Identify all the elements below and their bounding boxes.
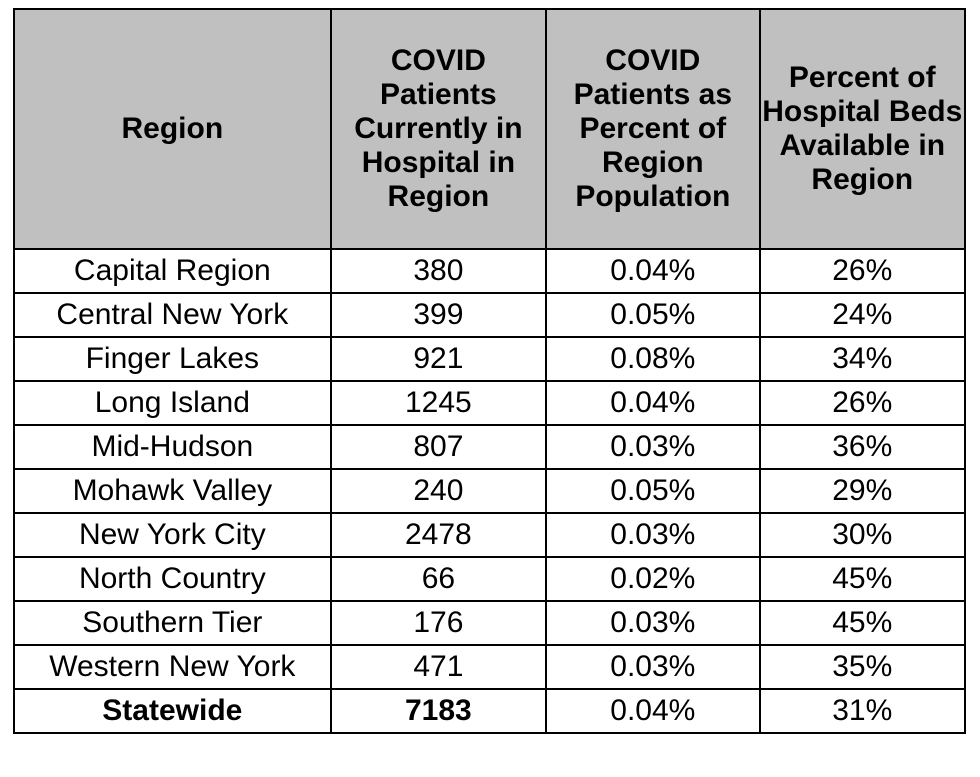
cell-percent-population: 0.04%: [545, 380, 761, 426]
cell-percent-population: 0.04%: [545, 248, 761, 294]
table-row: Southern Tier 176 0.03% 45%: [13, 600, 967, 646]
cell-beds-available: 29%: [758, 468, 967, 514]
cell-beds-available: 45%: [758, 600, 967, 646]
header-percent-of-population: COVID Patients as Percent of Region Popu…: [545, 8, 761, 250]
cell-region: Long Island: [13, 380, 332, 426]
table-row: Mohawk Valley 240 0.05% 29%: [13, 468, 967, 514]
cell-percent-population: 0.03%: [545, 512, 761, 558]
cell-patients: 2478: [329, 512, 548, 558]
cell-region: North Country: [13, 556, 332, 602]
cell-beds-available: 26%: [758, 380, 967, 426]
table-row: Western New York 471 0.03% 35%: [13, 644, 967, 690]
cell-percent-population: 0.03%: [545, 600, 761, 646]
table-row: New York City 2478 0.03% 30%: [13, 512, 967, 558]
header-patients-in-hospital: COVID Patients Currently in Hospital in …: [329, 8, 548, 250]
cell-percent-population: 0.08%: [545, 336, 761, 382]
cell-beds-available: 24%: [758, 292, 967, 338]
cell-region: New York City: [13, 512, 332, 558]
table-row: North Country 66 0.02% 45%: [13, 556, 967, 602]
cell-percent-population: 0.05%: [545, 468, 761, 514]
cell-patients: 921: [329, 336, 548, 382]
cell-region: Central New York: [13, 292, 332, 338]
table-row: Finger Lakes 921 0.08% 34%: [13, 336, 967, 382]
header-row: Region COVID Patients Currently in Hospi…: [13, 8, 967, 250]
cell-patients: 176: [329, 600, 548, 646]
cell-region: Mid-Hudson: [13, 424, 332, 470]
cell-beds-available: 26%: [758, 248, 967, 294]
table-header: Region COVID Patients Currently in Hospi…: [13, 8, 967, 250]
cell-region: Western New York: [13, 644, 332, 690]
header-beds-available: Percent of Hospital Beds Available in Re…: [758, 8, 967, 250]
header-region: Region: [13, 8, 332, 250]
cell-percent-population: 0.02%: [545, 556, 761, 602]
table-row: Long Island 1245 0.04% 26%: [13, 380, 967, 426]
cell-beds-available: 34%: [758, 336, 967, 382]
cell-patients: 471: [329, 644, 548, 690]
cell-patients: 1245: [329, 380, 548, 426]
table-row: Central New York 399 0.05% 24%: [13, 292, 967, 338]
statewide-total-row: Statewide 7183 0.04% 31%: [13, 688, 967, 734]
cell-percent-population: 0.05%: [545, 292, 761, 338]
table-row: Mid-Hudson 807 0.03% 36%: [13, 424, 967, 470]
cell-region: Mohawk Valley: [13, 468, 332, 514]
cell-beds-available: 45%: [758, 556, 967, 602]
cell-patients: 66: [329, 556, 548, 602]
cell-region: Southern Tier: [13, 600, 332, 646]
cell-region: Finger Lakes: [13, 336, 332, 382]
hospital-capacity-table: Region COVID Patients Currently in Hospi…: [13, 8, 967, 734]
table-body: Capital Region 380 0.04% 26% Central New…: [13, 248, 967, 734]
cell-percent-population: 0.03%: [545, 424, 761, 470]
cell-region: Statewide: [13, 688, 332, 734]
table-row: Capital Region 380 0.04% 26%: [13, 248, 967, 294]
cell-beds-available: 31%: [758, 688, 967, 734]
cell-beds-available: 35%: [758, 644, 967, 690]
cell-patients: 807: [329, 424, 548, 470]
cell-patients: 399: [329, 292, 548, 338]
cell-beds-available: 36%: [758, 424, 967, 470]
cell-region: Capital Region: [13, 248, 332, 294]
cell-percent-population: 0.03%: [545, 644, 761, 690]
cell-patients: 380: [329, 248, 548, 294]
cell-percent-population: 0.04%: [545, 688, 761, 734]
cell-beds-available: 30%: [758, 512, 967, 558]
cell-patients: 7183: [329, 688, 548, 734]
cell-patients: 240: [329, 468, 548, 514]
